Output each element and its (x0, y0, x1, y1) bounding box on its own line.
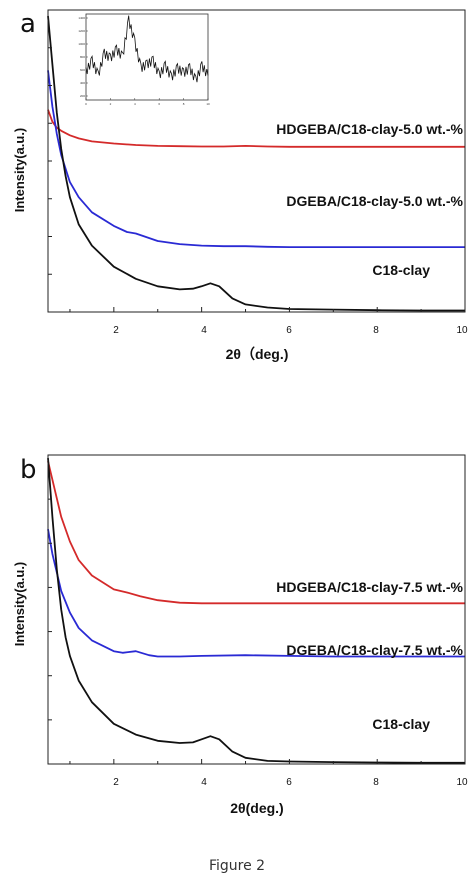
panel-a-label-hdgeba: HDGEBA/C18-clay-5.0 wt.-% (276, 121, 463, 137)
panel-a-inset-tick-labels: 0 2 4 6 8 10 1400 1200 1000 800 600 400 200 (78, 16, 210, 106)
panel-a-inset-x-tick-label-1: 2 (110, 102, 112, 106)
panel-a-xtick-label-2: 2 (113, 325, 119, 336)
panel-a-inset-y-tick-label-2: 1000 (78, 42, 85, 46)
panel-b-series-line-0 (47, 460, 465, 605)
panel-a-y-axis-title: Intensity(a.u.) (12, 128, 27, 213)
panel-b-xtick-label-8: 8 (373, 777, 379, 788)
panel-a-series-line-1 (47, 70, 465, 249)
panel-a-y-ticks (48, 47, 52, 275)
panel-b-y-axis-title: Intensity(a.u.) (12, 562, 27, 647)
panel-b-y-ticks (48, 498, 52, 721)
panel-a-xtick-label-8: 8 (373, 325, 379, 336)
panel-b-plot-frame (47, 454, 466, 765)
panel-a-x-axis-title: 2θ（deg.) (226, 346, 289, 362)
panel-b-xtick-label-6: 6 (286, 777, 292, 788)
panel-a-xtick-label-4: 4 (201, 325, 207, 336)
panel-a-inset-y-tick-label-6: 200 (80, 94, 85, 98)
panel-a-inset-x-tick-label-5: 10 (206, 102, 210, 106)
panel-a-inset-x-tick-label-0: 0 (85, 102, 87, 106)
panel-a-inset-ticks (85, 17, 209, 100)
panel-a-xtick-label-10: 10 (456, 325, 468, 336)
panel-a-inset-frame (85, 13, 209, 101)
figure-caption: Figure 2 (208, 858, 266, 874)
panel-b-letter: b (20, 455, 37, 485)
panel-a-letter: a (20, 9, 36, 39)
panel-a-inset-y-tick-label-1: 1200 (78, 29, 85, 33)
panel-a-inset-series-line-0 (85, 15, 209, 83)
panel-a-xtick-label-6: 6 (286, 325, 292, 336)
panel-a-inset-x-tick-label-3: 6 (158, 102, 160, 106)
panel-b-label-c18: C18-clay (372, 716, 430, 732)
panel-b-x-axis-title: 2θ(deg.) (230, 800, 283, 816)
panel-a-inset-y-tick-label-0: 1400 (78, 16, 85, 20)
panel-a-x-ticks (69, 307, 466, 312)
panel-a-series-line-0 (47, 109, 465, 148)
panel-a: a 2 4 6 8 10 2θ（deg.) Intensity(a.u.) HD… (12, 9, 468, 362)
panel-b: b 2 4 6 8 10 2θ(deg.) Intensity(a.u.) HD… (12, 454, 468, 816)
panel-b-xtick-label-10: 10 (456, 777, 468, 788)
panel-b-x-ticks (69, 759, 466, 764)
panel-b-series-line-2 (47, 458, 465, 764)
panel-a-label-dgeba: DGEBA/C18-clay-5.0 wt.-% (286, 193, 463, 209)
panel-a-inset-y-tick-label-3: 800 (80, 55, 85, 59)
panel-b-series-layer (47, 458, 465, 764)
panel-b-label-dgeba: DGEBA/C18-clay-7.5 wt.-% (286, 642, 463, 658)
panel-a-inset-y-tick-label-4: 600 (80, 68, 85, 72)
panel-a-inset: 0 2 4 6 8 10 1400 1200 1000 800 600 400 200 (78, 13, 210, 106)
panel-a-label-c18: C18-clay (372, 262, 430, 278)
panel-b-label-hdgeba: HDGEBA/C18-clay-7.5 wt.-% (276, 579, 463, 595)
panel-b-series-line-1 (47, 529, 465, 658)
panel-a-inset-x-tick-label-2: 4 (134, 102, 136, 106)
panel-a-inset-y-tick-label-5: 400 (80, 81, 85, 85)
panel-a-series-layer (47, 15, 465, 312)
panel-b-xtick-label-2: 2 (113, 777, 119, 788)
panel-a-inset-series-layer (85, 15, 209, 83)
panel-a-series-line-2 (47, 15, 465, 312)
panel-b-xtick-label-4: 4 (201, 777, 207, 788)
panel-a-inset-x-tick-label-4: 8 (183, 102, 185, 106)
